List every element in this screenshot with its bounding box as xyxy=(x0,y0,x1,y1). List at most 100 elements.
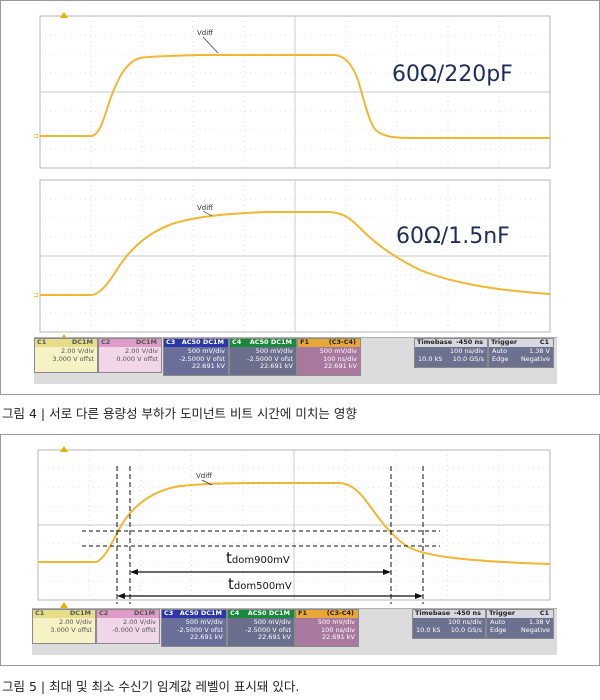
f1-line: 100 ns/div xyxy=(323,354,357,363)
timebase-panel: Timebase -450 ns 10.0 kS 100 ns/div 10.0 G… xyxy=(414,338,488,368)
t500-arrow-right-icon xyxy=(415,593,423,599)
timebase-left: 10.0 kS xyxy=(418,354,443,363)
fig5-channel-c4-panel: C4 AC50 DC1M 500 mV/div -2.5000 V ofst 22.6… xyxy=(227,609,295,647)
c4-line: 22.691 kV xyxy=(259,362,293,371)
c3-head: C3 xyxy=(166,338,176,346)
figure-4-scope-plot: Vdiff Vdiff ⊐ ⊐ xyxy=(33,12,551,340)
trigger-tag: C1 xyxy=(539,609,549,617)
c4-line: 22.691 kV xyxy=(257,633,291,642)
c1-line: 2.00 V/div xyxy=(59,618,92,626)
figure-5-grid xyxy=(38,450,550,600)
c3-line: 22.691 kV xyxy=(189,633,223,642)
timebase-right: 10.0 GS/s xyxy=(452,354,484,363)
c1-line: 3.000 V offst xyxy=(50,625,92,634)
f1-head: F1 xyxy=(298,609,307,617)
fig5-function-f1-panel: F1 (C3-C4) 500 mV/div 100 ns/div 22.691 kV xyxy=(295,609,359,647)
c4-line: -2.5000 V ofst xyxy=(247,354,293,363)
bottom-load-annotation: 60Ω/1.5nF xyxy=(396,224,510,249)
c3-line: -2.5000 V ofst xyxy=(177,625,223,634)
c1-tag: DC1M xyxy=(69,609,91,617)
function-f1-panel: F1 (C3-C4) 500 mV/div 100 ns/div 22.691 kV xyxy=(297,338,361,376)
f1-line: 22.691 kV xyxy=(321,633,355,642)
timebase-right: 100 ns/div xyxy=(450,347,484,355)
bottom-trace-label-leader xyxy=(202,210,213,217)
trigger-head: Trigger xyxy=(489,609,516,617)
c2-line: 2.00 V/div xyxy=(123,618,156,626)
c3-line: 500 mV/div xyxy=(187,347,225,355)
c2-line: 0.000 V offst xyxy=(116,354,158,363)
figure-4-caption: 그림 4 | 서로 다른 용량성 부하가 도미넌트 비트 시간에 미치는 영향 xyxy=(2,406,357,421)
channel-c2-panel: C2 DC1M 2.00 V/div 0.000 V offst xyxy=(98,338,162,373)
timebase-value: -450 ns xyxy=(453,609,481,617)
fig5-bottom-marker-icon xyxy=(60,602,68,608)
t900-sub: dom900mV xyxy=(231,555,290,566)
channel-c4-panel: C4 AC50 DC1M 500 mV/div -2.5000 V ofst 22.6… xyxy=(229,338,297,376)
top-trigger-marker-icon xyxy=(60,12,68,18)
timebase-right: 100 ns/div xyxy=(448,618,482,626)
trigger-right: Negative xyxy=(520,625,550,634)
c4-head: C4 xyxy=(230,609,240,617)
c4-line: -2.5000 V ofst xyxy=(245,625,291,634)
fig5-channel-c1-panel: C1 DC1M 2.00 V/div 3.000 V offst xyxy=(32,609,96,644)
timebase-left: 10.0 kS xyxy=(416,625,441,634)
trigger-left: Auto xyxy=(492,347,508,355)
top-trace-label-leader xyxy=(202,36,219,54)
trigger-left: Edge xyxy=(492,354,509,363)
figure-5-caption: 그림 5 | 최대 및 최소 수신기 임계값 레벨이 표시돼 있다. xyxy=(2,679,300,694)
c3-line: -2.5000 V ofst xyxy=(179,354,225,363)
t500-arrow-left-icon xyxy=(117,593,125,599)
c4-tag: AC50 DC1M xyxy=(247,609,290,617)
t500-sub: dom500mV xyxy=(233,581,292,592)
f1-line: 22.691 kV xyxy=(323,362,357,371)
fig5-trigger-marker-icon xyxy=(60,446,68,452)
c1-line: 2.00 V/div xyxy=(61,347,94,355)
c1-head: C1 xyxy=(37,338,47,346)
t-dom-900mv-label: tdom900mV xyxy=(226,549,290,567)
channel-c1-panel: C1 DC1M 2.00 V/div 3.000 V offst xyxy=(34,338,98,373)
bottom-trace-label: Vdiff xyxy=(197,204,213,212)
figure-5-waveform-trace xyxy=(38,482,551,565)
f1-line: 500 mV/div xyxy=(317,618,355,626)
bottom-screen-grid xyxy=(40,180,550,332)
bottom-waveform-trace xyxy=(40,211,551,296)
c4-line: 500 mV/div xyxy=(255,347,293,355)
t-dom-500mv-label: tdom500mV xyxy=(228,575,292,593)
c1-tag: DC1M xyxy=(71,338,93,346)
c4-line: 500 mV/div xyxy=(253,618,291,626)
c1-head: C1 xyxy=(35,609,45,617)
c2-head: C2 xyxy=(101,338,111,346)
t900-arrow-right-icon xyxy=(383,569,391,575)
fig5-timebase-panel: Timebase -450 ns 10.0 kS 100 ns/div 10.0 G… xyxy=(412,609,486,639)
t500-main: t xyxy=(228,575,234,593)
figure-5-scope-plot: Vdiff xyxy=(37,446,551,608)
top-screen-grid xyxy=(40,16,550,168)
top-waveform-trace xyxy=(40,54,550,139)
figure-4-grid xyxy=(40,16,550,332)
c2-tag: DC1M xyxy=(133,609,155,617)
c3-line: 22.691 kV xyxy=(191,362,225,371)
c4-tag: AC50 DC1M xyxy=(249,338,292,346)
figure-5: Vdiff tdom900mV tdom500mV C1 DC1M 2.00 V/… xyxy=(0,434,600,666)
trigger-left: Auto xyxy=(490,618,506,626)
c3-tag: AC50 DC1M xyxy=(181,338,224,346)
c3-tag: AC50 DC1M xyxy=(179,609,222,617)
trigger-right: 1.38 V xyxy=(529,347,550,355)
c4-head: C4 xyxy=(232,338,242,346)
c2-tag: DC1M xyxy=(135,338,157,346)
f1-tag: (C3-C4) xyxy=(328,338,356,346)
fig5-channel-c2-panel: C2 DC1M 2.00 V/div -0.000 V offst xyxy=(96,609,160,644)
top-load-annotation: 60Ω/220pF xyxy=(392,62,513,87)
c1-line: 3.000 V offst xyxy=(52,354,94,363)
trigger-tag: C1 xyxy=(539,338,549,346)
channel-c3-panel: C3 AC50 DC1M 500 mV/div -2.5000 V ofst 22.6… xyxy=(163,338,229,376)
c2-line: -0.000 V offst xyxy=(112,625,156,634)
top-ground-marker-icon: ⊐ xyxy=(33,132,39,140)
top-trace-label: Vdiff xyxy=(197,29,213,37)
trigger-left: Edge xyxy=(490,625,507,634)
trigger-panel: Trigger C1 Auto Edge 1.38 V Negative xyxy=(488,338,554,368)
f1-tag: (C3-C4) xyxy=(326,609,354,617)
fig5-trace-label: Vdiff xyxy=(196,472,212,480)
c2-head: C2 xyxy=(99,609,109,617)
f1-line: 100 ns/div xyxy=(321,625,355,634)
timebase-value: -450 ns xyxy=(455,338,483,346)
